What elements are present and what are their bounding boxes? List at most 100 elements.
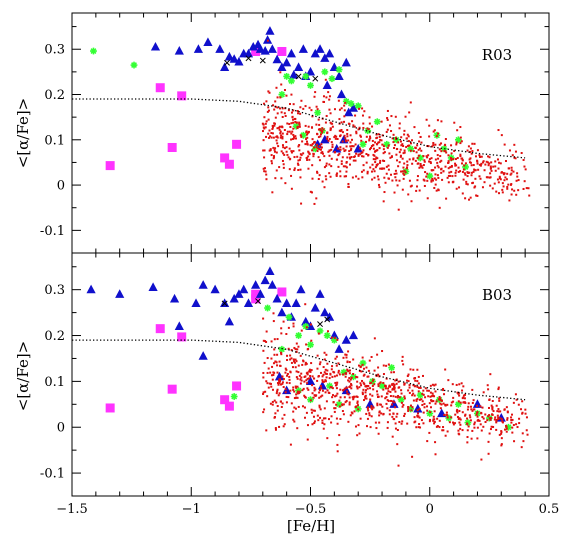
data-point-dot — [365, 397, 368, 400]
data-point-dot — [343, 175, 346, 178]
data-point-dot — [369, 426, 372, 429]
data-point-dot — [378, 414, 381, 417]
data-point-dot — [364, 391, 367, 394]
data-point-dot — [428, 158, 431, 161]
data-point-dot — [335, 417, 338, 420]
data-point-square — [155, 324, 165, 334]
data-point-dot — [426, 440, 429, 443]
data-point-dot — [402, 166, 405, 169]
data-point-dot — [309, 190, 312, 193]
data-point-dot — [336, 172, 339, 175]
data-point-dot — [355, 130, 358, 133]
data-point-dot — [492, 425, 495, 428]
data-point-dot — [280, 111, 283, 114]
data-point-dot — [475, 413, 478, 416]
data-point-dot — [456, 415, 459, 418]
data-point-dot — [319, 385, 322, 388]
data-point-dot — [375, 163, 378, 166]
data-point-dot — [511, 154, 514, 157]
data-point-dot — [317, 136, 320, 139]
data-point-dot — [341, 410, 344, 413]
data-point-dot — [473, 426, 476, 429]
data-point-dot — [284, 182, 287, 185]
data-point-dot — [274, 427, 277, 430]
data-point-dot — [287, 156, 290, 159]
data-point-dot — [413, 126, 416, 129]
data-point-dot — [392, 141, 395, 144]
data-point-dot — [271, 403, 274, 406]
data-point-dot — [348, 377, 351, 380]
data-point-dot — [467, 405, 470, 408]
data-point-dot — [266, 371, 269, 374]
data-point-dot — [433, 384, 436, 387]
data-point-dot — [409, 368, 412, 371]
data-point-dot — [324, 121, 327, 124]
data-point-star — [264, 304, 271, 312]
data-point-dot — [376, 143, 379, 146]
data-point-dot — [366, 425, 369, 428]
data-point-dot — [269, 402, 272, 405]
data-point-dot — [267, 136, 270, 139]
data-point-dot — [274, 147, 277, 150]
data-point-dot — [263, 361, 266, 364]
data-point-dot — [306, 438, 309, 441]
data-point-dot — [328, 377, 331, 380]
data-point-dot — [424, 387, 427, 390]
data-point-triangle — [282, 57, 292, 67]
data-point-dot — [374, 158, 377, 161]
data-point-dot — [305, 372, 308, 375]
data-point-dot — [417, 154, 420, 157]
data-point-dot — [370, 355, 373, 358]
data-point-dot — [357, 153, 360, 156]
data-point-dot — [304, 396, 307, 399]
data-point-dot — [368, 148, 371, 151]
data-point-dot — [470, 408, 473, 411]
data-point-dot — [321, 419, 324, 422]
data-point-dot — [434, 402, 437, 405]
data-point-dot — [372, 379, 375, 382]
data-point-dot — [461, 159, 464, 162]
data-point-dot — [400, 392, 403, 395]
data-point-dot — [416, 380, 419, 383]
data-point-dot — [265, 173, 268, 176]
data-point-dot — [386, 407, 389, 410]
data-point-dot — [388, 409, 391, 412]
data-point-dot — [393, 388, 396, 391]
data-point-dot — [431, 177, 434, 180]
data-point-dot — [281, 107, 284, 110]
data-point-dot — [497, 167, 500, 170]
data-point-dot — [393, 172, 396, 175]
data-point-dot — [335, 158, 338, 161]
data-point-dot — [262, 102, 265, 105]
data-point-dot — [412, 150, 415, 153]
data-point-dot — [373, 154, 376, 157]
data-point-dot — [308, 368, 311, 371]
data-point-dot — [438, 398, 441, 401]
data-point-dot — [427, 154, 430, 157]
data-point-dot — [403, 412, 406, 415]
data-point-dot — [386, 146, 389, 149]
data-point-dot — [455, 143, 458, 146]
data-point-dot — [262, 167, 265, 170]
data-point-dot — [376, 390, 379, 393]
data-point-dot — [318, 406, 321, 409]
data-point-dot — [330, 165, 333, 168]
data-point-dot — [346, 135, 349, 138]
data-point-dot — [379, 381, 382, 384]
data-point-dot — [345, 372, 348, 375]
data-point-dot — [338, 108, 341, 111]
data-point-dot — [325, 96, 328, 99]
data-point-dot — [502, 172, 505, 175]
data-point-dot — [273, 348, 276, 351]
data-point-dot — [307, 167, 310, 170]
data-point-dot — [453, 150, 456, 153]
data-point-dot — [360, 152, 363, 155]
data-point-dot — [430, 399, 433, 402]
data-point-dot — [463, 401, 466, 404]
data-point-dot — [472, 170, 475, 173]
data-point-dot — [357, 364, 360, 367]
data-point-star — [426, 172, 434, 180]
data-point-dot — [280, 150, 283, 153]
data-point-dot — [351, 396, 354, 399]
